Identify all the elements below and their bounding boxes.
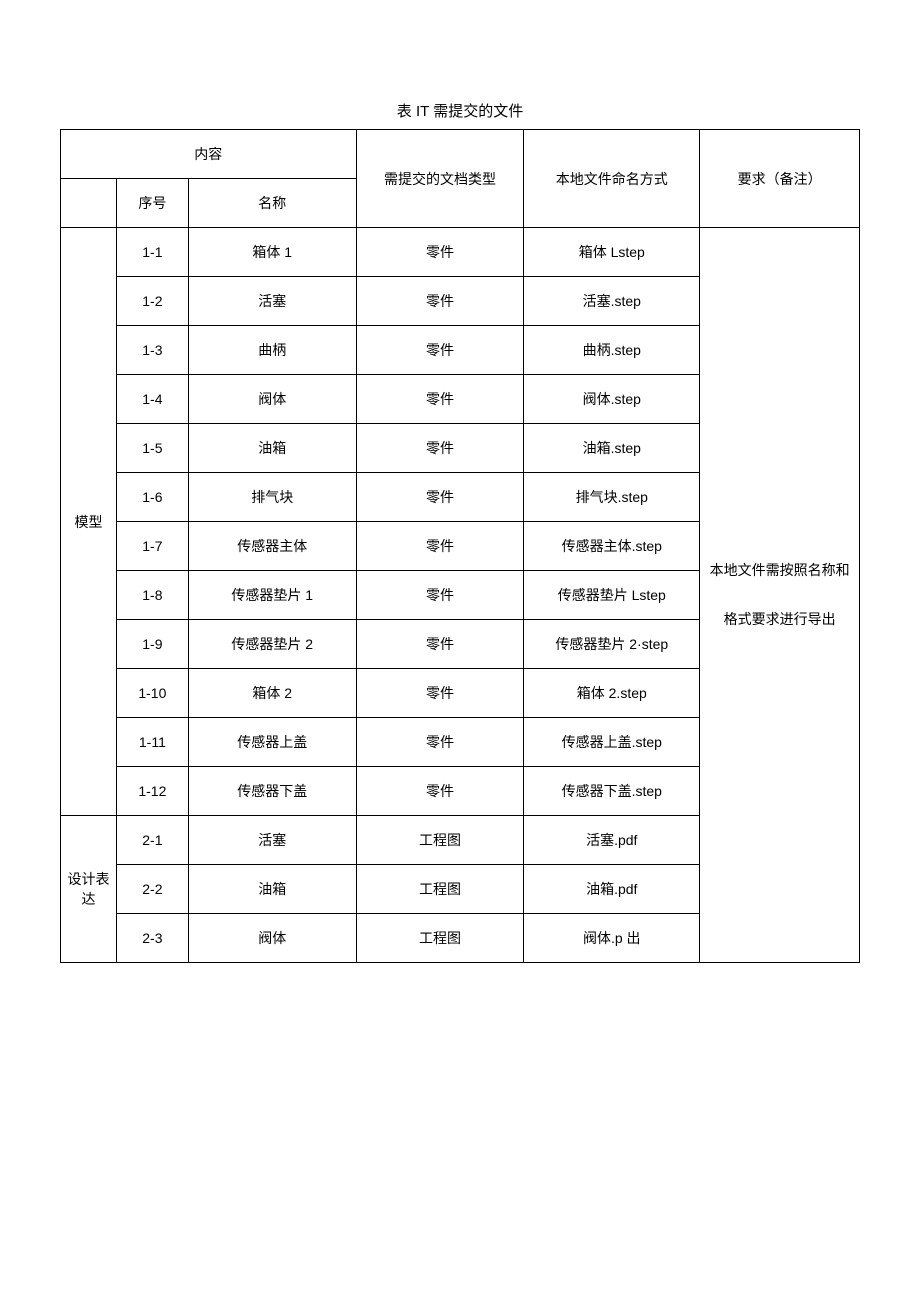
cell-name: 箱体 2 — [188, 669, 356, 718]
cell-name: 阀体 — [188, 375, 356, 424]
cell-filename: 油箱.step — [524, 424, 700, 473]
cell-filename: 箱体 2.step — [524, 669, 700, 718]
cell-doctype: 零件 — [356, 522, 524, 571]
cell-filename: 传感器垫片 Lstep — [524, 571, 700, 620]
cell-doctype: 零件 — [356, 228, 524, 277]
cell-doctype: 零件 — [356, 571, 524, 620]
header-name: 名称 — [188, 179, 356, 228]
cell-filename: 传感器下盖.step — [524, 767, 700, 816]
cell-filename: 阀体.step — [524, 375, 700, 424]
category-design: 设计表达 — [61, 816, 117, 963]
cell-name: 活塞 — [188, 277, 356, 326]
cell-name: 传感器垫片 2 — [188, 620, 356, 669]
cell-name: 箱体 1 — [188, 228, 356, 277]
cell-doctype: 零件 — [356, 718, 524, 767]
cell-filename: 传感器主体.step — [524, 522, 700, 571]
cell-seq: 1-2 — [116, 277, 188, 326]
cell-doctype: 工程图 — [356, 816, 524, 865]
cell-name: 阀体 — [188, 914, 356, 963]
header-content: 内容 — [61, 130, 357, 179]
cell-seq: 2-1 — [116, 816, 188, 865]
cell-seq: 1-7 — [116, 522, 188, 571]
header-doctype: 需提交的文档类型 — [356, 130, 524, 228]
cell-seq: 1-5 — [116, 424, 188, 473]
cell-seq: 1-12 — [116, 767, 188, 816]
cell-name: 传感器主体 — [188, 522, 356, 571]
cell-name: 油箱 — [188, 424, 356, 473]
table-title: 表 IT 需提交的文件 — [60, 100, 860, 121]
cell-name: 曲柄 — [188, 326, 356, 375]
header-filename: 本地文件命名方式 — [524, 130, 700, 228]
cell-seq: 1-9 — [116, 620, 188, 669]
cell-doctype: 零件 — [356, 375, 524, 424]
cell-seq: 1-3 — [116, 326, 188, 375]
cell-doctype: 零件 — [356, 424, 524, 473]
cell-seq: 2-2 — [116, 865, 188, 914]
header-category-blank — [61, 179, 117, 228]
cell-notes: 本地文件需按照名称和格式要求进行导出 — [700, 228, 860, 963]
cell-doctype: 零件 — [356, 620, 524, 669]
cell-filename: 活塞.step — [524, 277, 700, 326]
cell-filename: 箱体 Lstep — [524, 228, 700, 277]
cell-name: 传感器上盖 — [188, 718, 356, 767]
cell-name: 活塞 — [188, 816, 356, 865]
cell-doctype: 工程图 — [356, 865, 524, 914]
cell-filename: 传感器垫片 2·step — [524, 620, 700, 669]
cell-doctype: 零件 — [356, 326, 524, 375]
cell-filename: 曲柄.step — [524, 326, 700, 375]
cell-seq: 1-8 — [116, 571, 188, 620]
submission-table: 内容 需提交的文档类型 本地文件命名方式 要求（备注） 序号 名称 模型 1-1… — [60, 129, 860, 963]
cell-doctype: 零件 — [356, 473, 524, 522]
header-notes: 要求（备注） — [700, 130, 860, 228]
header-seq: 序号 — [116, 179, 188, 228]
cell-name: 油箱 — [188, 865, 356, 914]
cell-doctype: 零件 — [356, 669, 524, 718]
cell-filename: 传感器上盖.step — [524, 718, 700, 767]
cell-seq: 1-6 — [116, 473, 188, 522]
cell-seq: 1-10 — [116, 669, 188, 718]
cell-doctype: 工程图 — [356, 914, 524, 963]
cell-filename: 排气块.step — [524, 473, 700, 522]
cell-doctype: 零件 — [356, 277, 524, 326]
header-row-1: 内容 需提交的文档类型 本地文件命名方式 要求（备注） — [61, 130, 860, 179]
cell-filename: 油箱.pdf — [524, 865, 700, 914]
cell-name: 传感器下盖 — [188, 767, 356, 816]
cell-name: 排气块 — [188, 473, 356, 522]
cell-filename: 活塞.pdf — [524, 816, 700, 865]
cell-filename: 阀体.p 出 — [524, 914, 700, 963]
cell-doctype: 零件 — [356, 767, 524, 816]
table-row: 模型 1-1 箱体 1 零件 箱体 Lstep 本地文件需按照名称和格式要求进行… — [61, 228, 860, 277]
cell-name: 传感器垫片 1 — [188, 571, 356, 620]
cell-seq: 1-4 — [116, 375, 188, 424]
cell-seq: 2-3 — [116, 914, 188, 963]
cell-seq: 1-11 — [116, 718, 188, 767]
cell-seq: 1-1 — [116, 228, 188, 277]
category-model: 模型 — [61, 228, 117, 816]
